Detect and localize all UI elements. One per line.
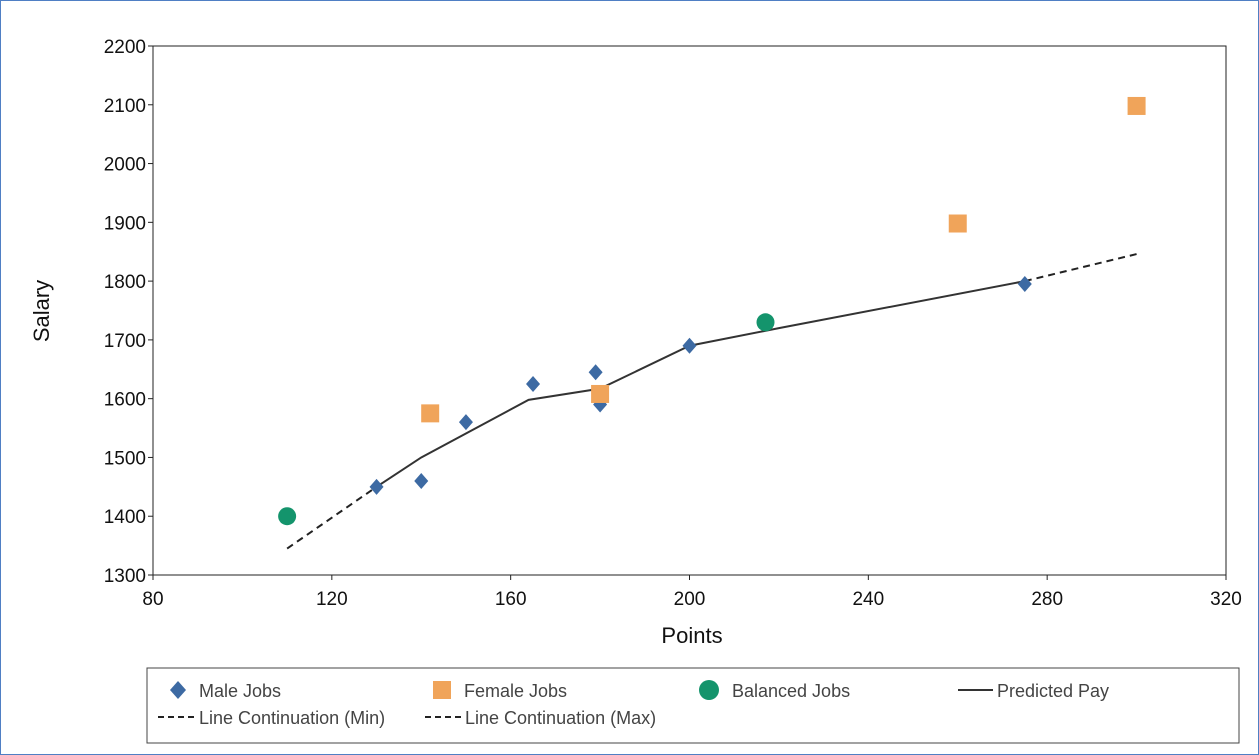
point-male-jobs xyxy=(1017,276,1032,293)
point-female-jobs xyxy=(948,214,967,233)
series-line-line-continuation-min xyxy=(286,486,378,550)
legend-label-female-jobs: Female Jobs xyxy=(464,681,567,701)
y-tick-label: 1500 xyxy=(104,448,146,469)
legend-item-female-jobs: Female Jobs xyxy=(433,681,567,701)
x-tick-label: 160 xyxy=(495,589,527,610)
point-female-jobs xyxy=(591,384,610,403)
y-tick-label: 2100 xyxy=(104,96,146,117)
legend-label-balanced-jobs: Balanced Jobs xyxy=(732,681,850,701)
legend-label-male-jobs: Male Jobs xyxy=(199,681,281,701)
y-axis-ticks: 1300 1400 1500 1600 1700 1800 1900 2000 2100 2200 xyxy=(104,37,153,587)
y-tick-label: 1600 xyxy=(104,390,146,411)
legend-label-line-continuation-min: Line Continuation (Min) xyxy=(199,708,385,728)
y-tick-label: 1400 xyxy=(104,507,146,528)
y-tick-label: 1900 xyxy=(104,213,146,234)
point-balanced-jobs xyxy=(278,507,297,526)
x-tick-label: 200 xyxy=(674,589,706,610)
legend-label-line-continuation-max: Line Continuation (Max) xyxy=(465,708,656,728)
point-female-jobs xyxy=(421,404,440,423)
point-male-jobs xyxy=(458,414,473,431)
legend-item-male-jobs: Male Jobs xyxy=(170,681,281,701)
plot-area xyxy=(152,45,1227,576)
point-male-jobs xyxy=(369,478,384,495)
x-tick-label: 240 xyxy=(852,589,884,610)
y-tick-label: 1300 xyxy=(104,566,146,587)
legend-item-predicted-pay: Predicted Pay xyxy=(958,681,1109,701)
circle-marker-icon xyxy=(699,680,719,700)
x-axis-ticks: 80 120 160 200 240 280 320 xyxy=(142,575,1242,610)
x-axis-label: Points xyxy=(661,623,722,648)
legend: Male Jobs Female Jobs Balanced Jobs Pred… xyxy=(158,680,1109,728)
series-markers xyxy=(278,96,1146,526)
legend-item-line-continuation-min: Line Continuation (Min) xyxy=(158,708,385,728)
y-tick-label: 2000 xyxy=(104,155,146,176)
y-tick-label: 1700 xyxy=(104,331,146,352)
legend-label-predicted-pay: Predicted Pay xyxy=(997,681,1109,701)
point-male-jobs xyxy=(682,337,697,354)
legend-item-balanced-jobs: Balanced Jobs xyxy=(699,680,850,701)
y-tick-label: 1800 xyxy=(104,272,146,293)
legend-box xyxy=(146,667,1240,744)
square-marker-icon xyxy=(433,681,451,699)
x-tick-label: 120 xyxy=(316,589,348,610)
point-female-jobs xyxy=(1127,96,1146,115)
x-tick-label: 80 xyxy=(142,589,163,610)
point-male-jobs xyxy=(414,472,429,489)
point-male-jobs xyxy=(588,364,603,381)
x-tick-label: 280 xyxy=(1031,589,1063,610)
point-balanced-jobs xyxy=(756,313,775,332)
y-tick-label: 2200 xyxy=(104,37,146,58)
point-male-jobs xyxy=(526,375,541,392)
x-tick-label: 320 xyxy=(1210,589,1242,610)
legend-item-line-continuation-max: Line Continuation (Max) xyxy=(425,708,656,728)
y-axis-label: Salary xyxy=(29,280,54,342)
diamond-marker-icon xyxy=(170,681,186,699)
